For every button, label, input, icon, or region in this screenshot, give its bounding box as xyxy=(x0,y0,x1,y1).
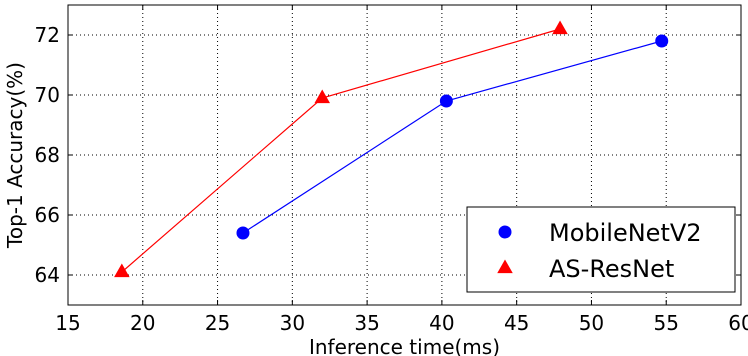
y-tick-label-66: 66 xyxy=(35,203,60,227)
legend: MobileNetV2 AS-ResNet xyxy=(466,206,736,293)
series-layer xyxy=(114,20,669,278)
data-point-as-resnet-1 xyxy=(314,89,331,104)
series-line-mobilenetv2 xyxy=(242,40,662,234)
y-tick-label-70: 70 xyxy=(35,83,60,107)
data-point-mobilenetv2-1 xyxy=(439,94,453,108)
legend-marker-mobilenetv2 xyxy=(498,225,512,239)
x-tick-label-50: 50 xyxy=(579,311,604,335)
data-point-mobilenetv2-2 xyxy=(655,34,669,48)
legend-items: MobileNetV2 AS-ResNet xyxy=(497,219,702,283)
series-mobilenetv2 xyxy=(236,34,669,240)
legend-label-as-resnet: AS-ResNet xyxy=(549,255,674,283)
series-as-resnet xyxy=(114,20,568,278)
legend-marker-as-resnet xyxy=(497,259,513,274)
data-point-as-resnet-2 xyxy=(552,20,568,35)
x-tick-label-60: 60 xyxy=(728,311,748,335)
data-point-as-resnet-0 xyxy=(114,263,130,278)
x-tick-label-35: 35 xyxy=(354,311,379,335)
tick-layer: 15 20 25 30 35 40 45 50 55 60 64 66 68 70 72 xyxy=(35,5,748,335)
x-tick-label-25: 25 xyxy=(205,311,230,335)
x-tick-label-55: 55 xyxy=(653,311,678,335)
legend-box xyxy=(466,206,736,293)
x-axis-label: Inference time(ms) xyxy=(309,335,500,356)
x-tick-label-20: 20 xyxy=(130,311,155,335)
legend-label-mobilenetv2: MobileNetV2 xyxy=(549,219,702,247)
x-tick-label-45: 45 xyxy=(504,311,529,335)
data-point-mobilenetv2-0 xyxy=(236,226,250,240)
x-tick-label-40: 40 xyxy=(429,311,454,335)
y-tick-label-72: 72 xyxy=(35,23,60,47)
y-axis-label: Top-1 Accuracy(%) xyxy=(3,62,27,249)
x-tick-label-30: 30 xyxy=(280,311,305,335)
y-tick-label-68: 68 xyxy=(35,143,60,167)
y-tick-label-64: 64 xyxy=(35,263,60,287)
x-tick-label-15: 15 xyxy=(55,311,80,335)
